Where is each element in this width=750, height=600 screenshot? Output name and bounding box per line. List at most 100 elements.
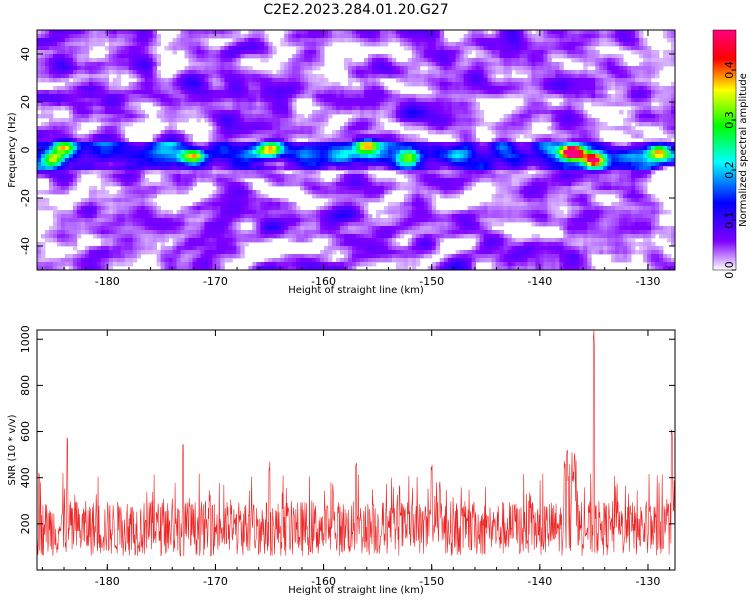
heatmap-cell bbox=[595, 126, 600, 131]
heatmap-cell bbox=[100, 42, 106, 47]
heatmap-cell bbox=[555, 86, 560, 91]
heatmap-cell bbox=[284, 130, 289, 135]
heatmap-cell bbox=[228, 146, 233, 151]
heatmap-cell bbox=[236, 54, 241, 59]
heatmap-cell bbox=[407, 82, 413, 87]
heatmap-cell bbox=[459, 66, 465, 71]
heatmap-cell bbox=[447, 54, 453, 59]
heatmap-cell bbox=[539, 74, 544, 79]
heatmap-cell bbox=[511, 42, 516, 47]
heatmap-cell bbox=[48, 110, 54, 115]
heatmap-cell bbox=[663, 114, 668, 119]
heatmap-cell bbox=[172, 46, 177, 51]
heatmap-cell bbox=[407, 62, 413, 67]
heatmap-cell bbox=[491, 78, 496, 83]
heatmap-cell bbox=[240, 94, 245, 99]
heatmap-cell bbox=[184, 106, 189, 111]
heatmap-cell bbox=[37, 170, 42, 175]
heatmap-cell bbox=[651, 74, 656, 79]
heatmap-cell bbox=[140, 118, 146, 123]
heatmap-cell bbox=[176, 90, 181, 95]
heatmap-cell bbox=[88, 130, 94, 135]
heatmap-cell bbox=[300, 42, 305, 47]
heatmap-cell bbox=[403, 102, 409, 107]
heatmap-cell bbox=[535, 142, 540, 147]
heatmap-cell bbox=[156, 102, 162, 107]
heatmap-cell bbox=[451, 162, 457, 167]
heatmap-cell bbox=[236, 46, 241, 51]
heatmap-cell bbox=[579, 126, 584, 131]
heatmap-cell bbox=[423, 110, 429, 115]
heatmap-cell bbox=[192, 146, 197, 151]
heatmap-cell bbox=[643, 42, 648, 47]
heatmap-cell bbox=[563, 146, 568, 151]
heatmap-cell bbox=[451, 154, 457, 159]
heatmap-cell bbox=[547, 94, 552, 99]
heatmap-cell bbox=[176, 114, 181, 119]
heatmap-cell bbox=[316, 94, 321, 99]
heatmap-cell bbox=[423, 126, 429, 131]
heatmap-cell bbox=[435, 102, 441, 107]
heatmap-cell bbox=[264, 46, 269, 51]
heatmap-cell bbox=[671, 122, 675, 127]
heatmap-cell bbox=[180, 134, 185, 139]
heatmap-cell bbox=[619, 62, 624, 67]
heatmap-cell bbox=[344, 154, 349, 159]
heatmap-cell bbox=[60, 102, 66, 107]
heatmap-cell bbox=[72, 74, 78, 79]
heatmap-cell bbox=[172, 166, 177, 171]
heatmap-cell bbox=[643, 50, 648, 55]
heatmap-cell bbox=[607, 42, 612, 47]
heatmap-cell bbox=[431, 38, 437, 43]
heatmap-cell bbox=[196, 106, 201, 111]
heatmap-cell bbox=[88, 142, 94, 147]
heatmap-cell bbox=[208, 74, 213, 79]
heatmap-cell bbox=[651, 54, 656, 59]
heatmap-cell bbox=[88, 150, 94, 155]
heatmap-cell bbox=[523, 38, 528, 43]
heatmap-cell bbox=[168, 170, 173, 175]
heatmap-cell bbox=[240, 158, 245, 163]
heatmap-cell bbox=[579, 58, 584, 63]
heatmap-cell bbox=[587, 114, 592, 119]
heatmap-cell bbox=[196, 154, 201, 159]
heatmap-cell bbox=[244, 86, 249, 91]
heatmap-cell bbox=[407, 94, 413, 99]
heatmap-cell bbox=[627, 42, 632, 47]
heatmap-cell bbox=[459, 138, 465, 143]
heatmap-cell bbox=[168, 86, 173, 91]
heatmap-cell bbox=[316, 46, 321, 51]
heatmap-cell bbox=[575, 142, 580, 147]
heatmap-cell bbox=[511, 134, 516, 139]
heatmap-cell bbox=[104, 166, 110, 171]
heatmap-cell bbox=[663, 110, 668, 115]
heatmap-cell bbox=[459, 102, 465, 107]
heatmap-cell bbox=[455, 134, 461, 139]
heatmap-cell bbox=[344, 130, 349, 135]
heatmap-cell bbox=[655, 150, 660, 155]
heatmap-cell bbox=[367, 74, 373, 79]
heatmap-cell bbox=[312, 98, 317, 103]
heatmap-cell bbox=[475, 34, 481, 39]
heatmap-cell bbox=[64, 170, 70, 175]
heatmap-cell bbox=[40, 34, 46, 39]
heatmap-cell bbox=[575, 90, 580, 95]
heatmap-cell bbox=[208, 30, 213, 35]
heatmap-cell bbox=[359, 90, 365, 95]
heatmap-cell bbox=[399, 138, 405, 143]
heatmap-cell bbox=[379, 74, 385, 79]
heatmap-cell bbox=[575, 54, 580, 59]
heatmap-cell bbox=[152, 138, 158, 143]
heatmap-cell bbox=[84, 62, 90, 67]
heatmap-cell bbox=[176, 46, 181, 51]
heatmap-cell bbox=[471, 70, 477, 75]
heatmap-cell bbox=[587, 130, 592, 135]
heatmap-cell bbox=[539, 30, 544, 35]
heatmap-cell bbox=[423, 70, 429, 75]
heatmap-cell bbox=[292, 118, 297, 123]
heatmap-cell bbox=[268, 162, 273, 167]
heatmap-cell bbox=[371, 30, 377, 35]
heatmap-cell bbox=[615, 150, 620, 155]
heatmap-cell bbox=[96, 158, 102, 163]
heatmap-cell bbox=[623, 30, 628, 35]
